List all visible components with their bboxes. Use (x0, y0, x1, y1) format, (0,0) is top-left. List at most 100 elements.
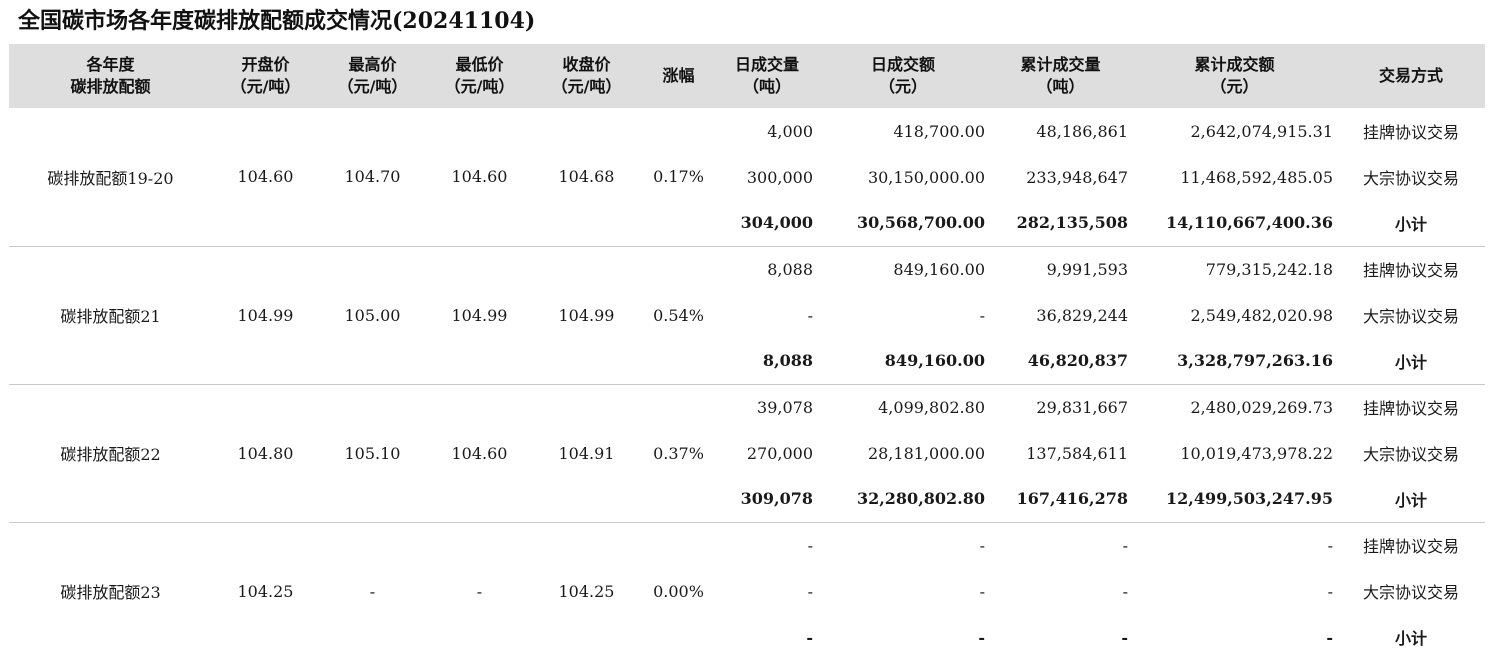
table-row: 碳排放配额21 104.99 105.00 104.99 104.99 0.54… (9, 246, 1485, 385)
subtotal-row: 304,000 30,568,700.00 282,135,508 14,110… (9, 200, 1485, 247)
daily-volume-cell: 309,078 (717, 476, 817, 523)
daily-amount-cell: 849,160.00 (817, 338, 989, 385)
open-price-cell: 104.25 (237, 581, 294, 601)
col-header-change: 涨幅 (640, 44, 717, 108)
daily-volume-cell: - (807, 581, 813, 601)
trade-method-cell: 大宗协议交易 (1362, 583, 1459, 602)
daily-amount-cell: 30,568,700.00 (817, 200, 989, 247)
cumulative-volume-cell: 36,829,244 (1036, 305, 1128, 325)
daily-volume-cell: 39,078 (757, 397, 813, 417)
close-price-cell: 104.99 (533, 246, 640, 385)
cumulative-amount-cell: - (1327, 535, 1333, 555)
cumulative-volume-cell: - (1122, 535, 1128, 555)
open-price-cell: 104.99 (212, 246, 319, 385)
allowance-year-cell: 碳排放配额23 (60, 583, 161, 603)
cumulative-volume-cell: 167,416,278 (989, 476, 1132, 523)
close-price-cell: 104.91 (533, 384, 640, 523)
cumulative-volume-cell: 9,991,593 (1046, 259, 1128, 279)
daily-amount-cell: - (979, 535, 985, 555)
cumulative-amount-cell: 779,315,242.18 (1205, 259, 1333, 279)
daily-amount-cell: 28,181,000.00 (867, 443, 985, 463)
col-header-daily-volume: 日成交量 （吨） (717, 44, 817, 108)
high-price-cell: - (369, 581, 376, 601)
cumulative-amount-cell: - (1327, 581, 1333, 601)
col-header-cumulative-amount: 累计成交额 （元） (1132, 44, 1337, 108)
daily-amount-cell: 30,150,000.00 (867, 167, 985, 187)
allowance-year-cell: 碳排放配额19-20 (9, 108, 212, 247)
table-row: 碳排放配额22 104.80 105.10 104.60 104.91 0.37… (9, 384, 1485, 523)
allowance-year-cell: 碳排放配额21 (9, 246, 212, 385)
trade-method-cell: 小计 (1394, 629, 1427, 648)
cumulative-amount-cell: 10,019,473,978.22 (1180, 443, 1333, 463)
cumulative-amount-cell: 2,642,074,915.31 (1190, 121, 1334, 141)
trade-table: 各年度 碳排放配额 开盘价 （元/吨） 最高价 （元/吨） 最低价 （元/吨） … (9, 44, 1485, 660)
daily-volume-cell: 8,088 (717, 338, 817, 385)
low-price-cell: 104.60 (426, 108, 533, 247)
cumulative-amount-cell: 2,549,482,020.98 (1190, 305, 1334, 325)
trade-method-cell: 小计 (1337, 338, 1485, 385)
trade-method-cell: 大宗协议交易 (1362, 169, 1459, 188)
daily-amount-cell: 4,099,802.80 (878, 397, 985, 417)
trade-method-cell: 小计 (1337, 200, 1485, 247)
cumulative-volume-cell: - (1121, 627, 1128, 647)
trade-method-cell: 挂牌协议交易 (1362, 399, 1459, 419)
table-row: 碳排放配额19-20 104.60 104.70 104.60 104.68 0… (9, 108, 1485, 247)
col-header-year: 各年度 碳排放配额 (9, 44, 212, 108)
cumulative-amount-cell: 2,480,029,269.73 (1190, 397, 1334, 417)
daily-amount-cell: - (979, 581, 985, 601)
trade-method-cell: 挂牌协议交易 (1362, 261, 1459, 281)
cumulative-amount-cell: 3,328,797,263.16 (1132, 338, 1337, 385)
cumulative-amount-cell: 11,468,592,485.05 (1180, 167, 1333, 187)
table-row: - - - - 大宗协议交易 (9, 568, 1485, 614)
col-header-cumulative-volume: 累计成交量 （吨） (989, 44, 1132, 108)
daily-volume-cell: 304,000 (717, 200, 817, 247)
daily-volume-cell: - (806, 627, 813, 647)
allowance-year-cell: 碳排放配额22 (9, 384, 212, 523)
table-row: 300,000 30,150,000.00 233,948,647 11,468… (9, 154, 1485, 200)
low-price-cell: - (476, 581, 483, 601)
subtotal-row: 309,078 32,280,802.80 167,416,278 12,499… (9, 476, 1485, 523)
close-price-cell: 104.68 (533, 108, 640, 247)
cumulative-volume-cell: 48,186,861 (1036, 121, 1128, 141)
open-price-cell: 104.60 (212, 108, 319, 247)
trade-method-cell: 大宗协议交易 (1362, 445, 1459, 464)
table-row: 碳排放配额23 104.25 - - 104.25 0.00% - - - - … (9, 522, 1485, 603)
header-row: 各年度 碳排放配额 开盘价 （元/吨） 最高价 （元/吨） 最低价 （元/吨） … (9, 44, 1485, 108)
cumulative-amount-cell: 12,499,503,247.95 (1132, 476, 1337, 523)
daily-amount-cell: 32,280,802.80 (817, 476, 989, 523)
cumulative-volume-cell: 29,831,667 (1036, 397, 1128, 417)
cumulative-amount-cell: - (1326, 627, 1333, 647)
cumulative-volume-cell: 46,820,837 (989, 338, 1132, 385)
col-header-open: 开盘价 （元/吨） (212, 44, 319, 108)
high-price-cell: 105.00 (319, 246, 426, 385)
col-header-daily-amount: 日成交额 （元） (817, 44, 989, 108)
cumulative-volume-cell: 137,584,611 (1026, 443, 1128, 463)
trade-method-cell: 挂牌协议交易 (1362, 123, 1459, 142)
col-header-trade-method: 交易方式 (1337, 44, 1485, 108)
cumulative-volume-cell: - (1122, 581, 1128, 601)
high-price-cell: 104.70 (319, 108, 426, 247)
daily-amount-cell: 418,700.00 (893, 121, 985, 141)
daily-amount-cell: - (978, 627, 985, 647)
daily-volume-cell: - (807, 535, 813, 555)
low-price-cell: 104.60 (426, 384, 533, 523)
close-price-cell: 104.25 (558, 581, 615, 601)
change-cell: 0.17% (640, 108, 717, 247)
trade-method-cell: 挂牌协议交易 (1362, 537, 1459, 557)
table-row: 270,000 28,181,000.00 137,584,611 10,019… (9, 430, 1485, 476)
col-header-low: 最低价 （元/吨） (426, 44, 533, 108)
daily-amount-cell: - (979, 305, 985, 325)
trade-method-cell: 小计 (1337, 476, 1485, 523)
col-header-close: 收盘价 （元/吨） (533, 44, 640, 108)
subtotal-row: 8,088 849,160.00 46,820,837 3,328,797,26… (9, 338, 1485, 385)
cumulative-volume-cell: 233,948,647 (1026, 167, 1128, 187)
col-header-high: 最高价 （元/吨） (319, 44, 426, 108)
daily-volume-cell: 4,000 (767, 121, 813, 141)
cumulative-amount-cell: 14,110,667,400.36 (1132, 200, 1337, 247)
high-price-cell: 105.10 (319, 384, 426, 523)
change-cell: 0.54% (640, 246, 717, 385)
daily-volume-cell: 8,088 (767, 259, 813, 279)
subtotal-row: - - - - 小计 (9, 614, 1485, 660)
open-price-cell: 104.80 (212, 384, 319, 523)
daily-volume-cell: 300,000 (746, 167, 813, 187)
